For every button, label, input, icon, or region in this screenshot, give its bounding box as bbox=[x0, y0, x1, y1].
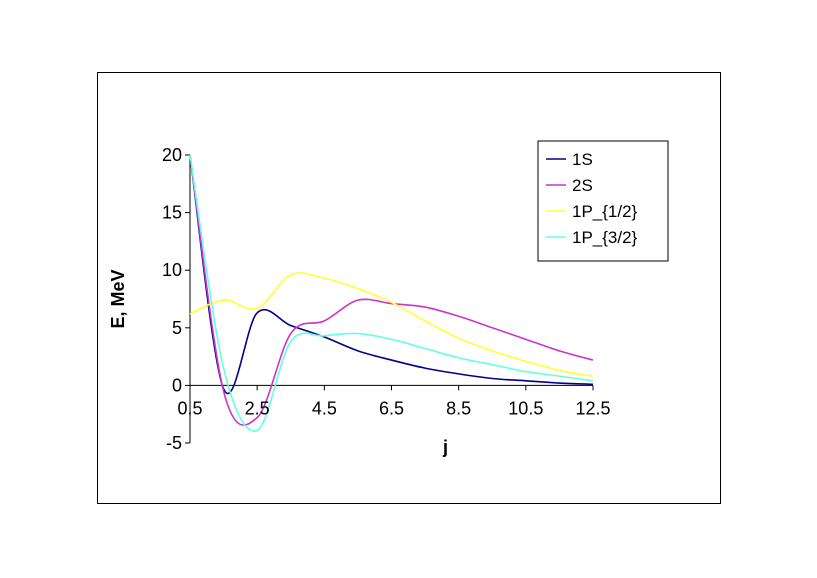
y-tick-label: 15 bbox=[162, 203, 182, 223]
x-tick-label: 6.5 bbox=[379, 398, 404, 418]
y-tick-label: -5 bbox=[166, 433, 182, 453]
x-tick-label: 2.5 bbox=[245, 398, 270, 418]
x-tick-label: 8.5 bbox=[446, 398, 471, 418]
series-line-3 bbox=[189, 272, 594, 377]
legend-label: 1S bbox=[572, 150, 593, 169]
x-tick-label: 12.5 bbox=[575, 398, 610, 418]
legend-box bbox=[537, 140, 669, 262]
legend-label: 2S bbox=[572, 176, 593, 195]
legend-label: 1P_{1/2} bbox=[572, 202, 638, 221]
y-tick-label: 0 bbox=[172, 375, 182, 395]
chart-frame: 1S 2S 1P_{1/2} 1P_{3/2} 20 15 10 5 0 -5 0.5 2.5 4.5… bbox=[97, 72, 721, 504]
x-axis-title: j bbox=[442, 437, 448, 457]
legend-label: 1P_{3/2} bbox=[572, 228, 638, 247]
x-tick-label: 10.5 bbox=[508, 398, 543, 418]
y-axis-title: E, MeV bbox=[108, 269, 128, 328]
y-tick-label: 20 bbox=[162, 145, 182, 165]
y-tick-label: 5 bbox=[172, 318, 182, 338]
x-tick-label: 0.5 bbox=[177, 398, 202, 418]
y-tick-label: 10 bbox=[162, 260, 182, 280]
series-line-2 bbox=[189, 154, 594, 426]
line-chart: 1S 2S 1P_{1/2} 1P_{3/2} 20 15 10 5 0 -5 0.5 2.5 4.5… bbox=[108, 140, 669, 457]
x-tick-label: 4.5 bbox=[312, 398, 337, 418]
series-line-1 bbox=[189, 154, 594, 394]
series-line-4 bbox=[189, 154, 594, 432]
